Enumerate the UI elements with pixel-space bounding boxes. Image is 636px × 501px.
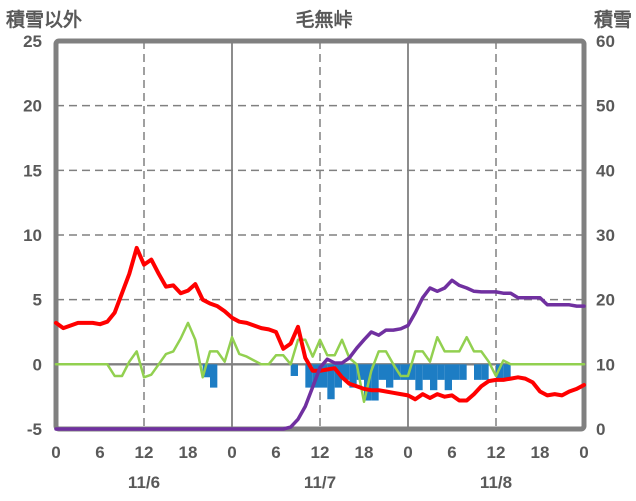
x-hour-tick-label: 18: [355, 443, 374, 462]
y-right-tick-label: 10: [596, 355, 615, 374]
x-hour-tick-label: 6: [447, 443, 456, 462]
precip-bar: [327, 364, 335, 400]
purple-line: [54, 278, 586, 431]
precip-bar: [378, 364, 386, 380]
y-left-tick-label: 0: [33, 355, 42, 374]
precip-bar: [503, 364, 511, 380]
precip-bar: [430, 364, 438, 391]
precip-bar: [496, 364, 504, 380]
precip-bar: [334, 364, 342, 388]
x-hour-tick-label: 18: [531, 443, 550, 462]
x-axis-date-labels: 11/6 11/7 11/8: [128, 473, 512, 492]
precip-bar: [202, 364, 210, 378]
precip-bar: [474, 364, 482, 380]
x-hour-tick-label: 0: [579, 443, 588, 462]
right-axis-title: 積雪: [593, 10, 632, 31]
precip-bar: [452, 364, 460, 380]
precip-bar: [459, 364, 467, 380]
plot-border: [53, 38, 587, 432]
precip-bar: [371, 364, 379, 401]
left-axis-title: 積雪以外: [6, 10, 83, 31]
y-right-tick-label: 30: [596, 226, 615, 245]
x-hour-tick-label: 6: [271, 443, 280, 462]
y-left-tick-label: 20: [23, 97, 42, 116]
y-right-tick-label: 40: [596, 161, 615, 180]
x-hour-tick-label: 0: [51, 443, 60, 462]
x-axis-tick-labels: 0 6 12 18 0 6 12 18 0 6 12 18 0: [51, 443, 588, 462]
precip-bar: [210, 364, 218, 388]
precip-bar: [305, 364, 313, 388]
precip-bar: [481, 364, 489, 380]
precip-bar: [444, 364, 452, 391]
x-hour-tick-label: 6: [95, 443, 104, 462]
y-left-tick-label: 15: [23, 161, 42, 180]
y-left-tick-label: -5: [27, 420, 42, 439]
y-left-tick-label: 5: [33, 291, 42, 310]
precip-bar: [290, 364, 298, 376]
chart-title: 毛無峠: [295, 10, 353, 31]
green-line: [54, 321, 586, 404]
y-right-tick-label: 50: [596, 97, 615, 116]
x-hour-tick-label: 12: [487, 443, 506, 462]
y-left-tick-label: 25: [23, 32, 42, 51]
x-hour-tick-label: 18: [179, 443, 198, 462]
y-right-tick-label: 60: [596, 32, 615, 51]
precip-bar: [320, 364, 328, 388]
x-hour-tick-label: 12: [135, 443, 154, 462]
y-right-tick-label: 0: [596, 420, 605, 439]
right-axis-tick-labels: 60 50 40 30 20 10 0: [596, 32, 615, 439]
x-hour-tick-label: 0: [227, 443, 236, 462]
precip-bar: [349, 364, 357, 388]
precip-bar: [342, 364, 350, 380]
precip-bar: [400, 364, 408, 380]
precip-bar: [356, 364, 364, 380]
precip-bar: [408, 364, 416, 380]
precip-bar: [437, 364, 445, 380]
precip-bar: [415, 364, 423, 391]
x-hour-tick-label: 0: [403, 443, 412, 462]
x-date-label: 11/8: [480, 473, 512, 492]
y-right-tick-label: 20: [596, 291, 615, 310]
y-left-tick-label: 10: [23, 226, 42, 245]
precip-bar: [386, 364, 394, 388]
x-date-label: 11/7: [304, 473, 336, 492]
x-hour-tick-label: 12: [311, 443, 330, 462]
x-date-label: 11/6: [128, 473, 160, 492]
precip-bar: [422, 364, 430, 380]
left-axis-tick-labels: 25 20 15 10 5 0 -5: [23, 32, 42, 439]
